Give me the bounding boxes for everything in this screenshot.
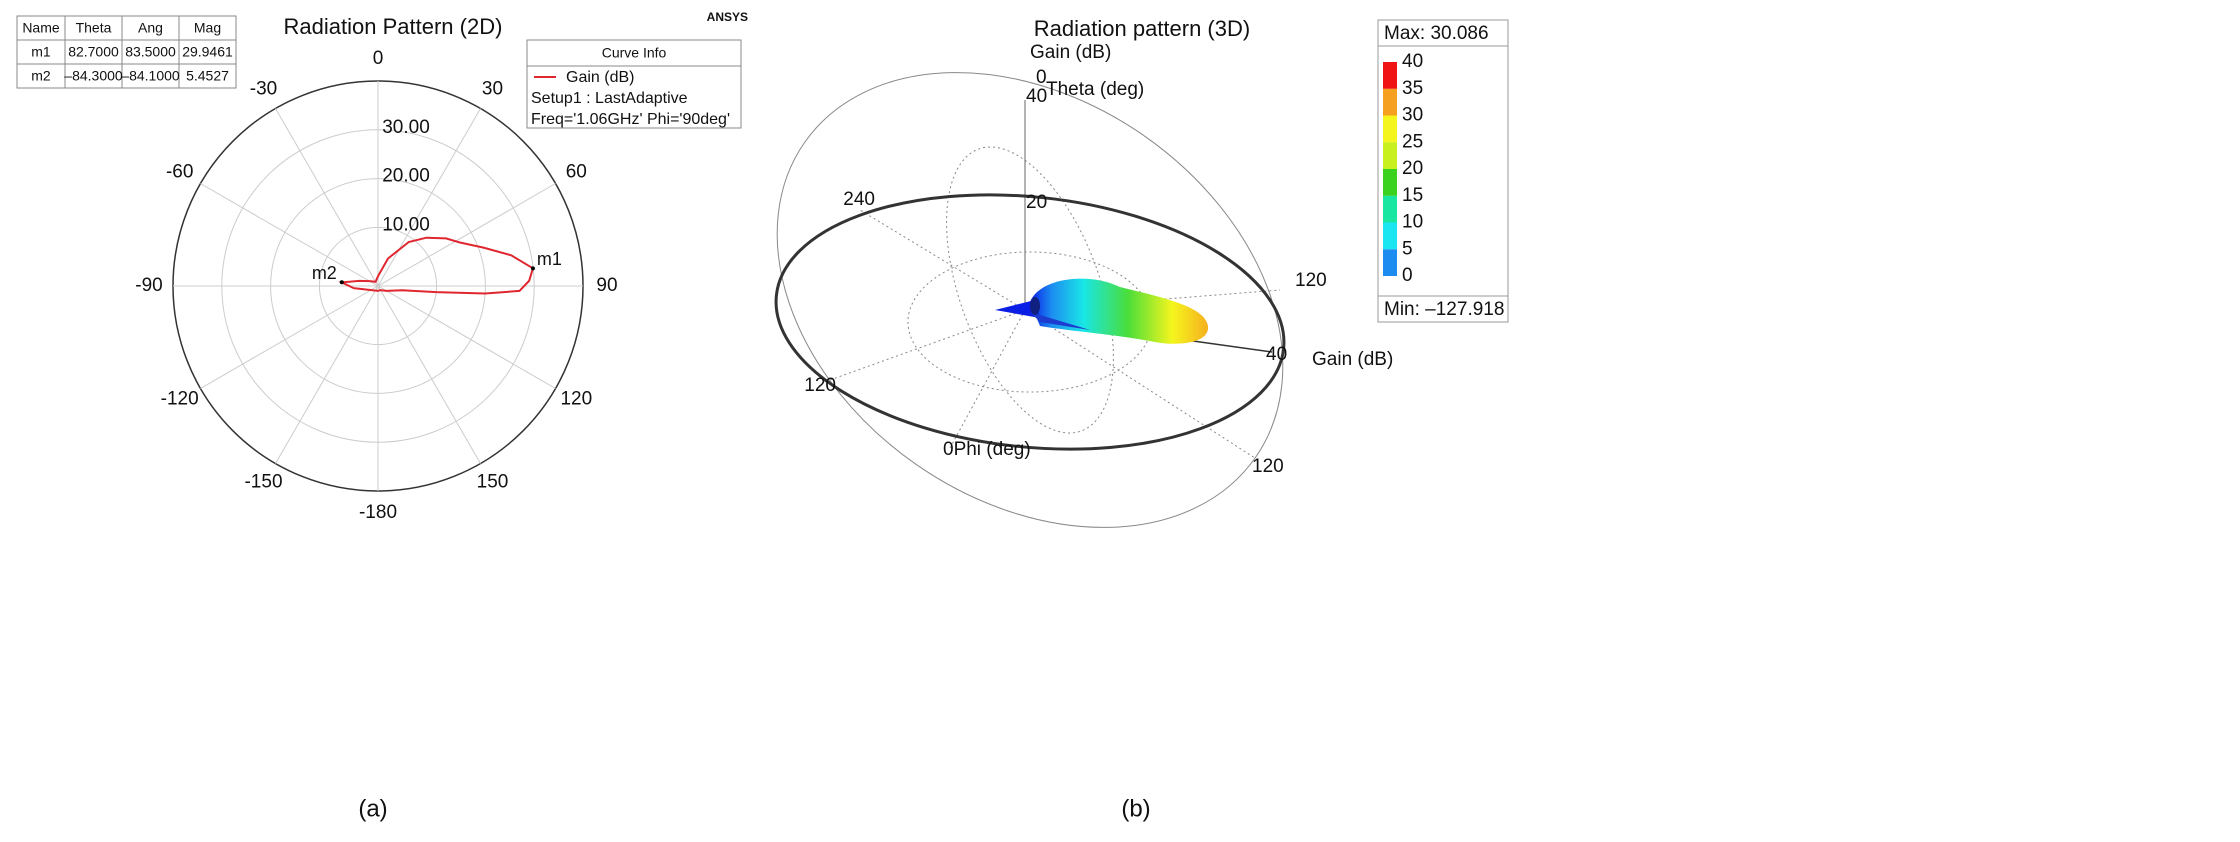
spoke [275, 285, 379, 464]
ring [221, 129, 535, 443]
colorbar-segment [1383, 115, 1397, 143]
colorbar-segment [1383, 62, 1397, 89]
table-cell: m2 [31, 68, 51, 84]
colorbar-segment [1383, 195, 1397, 223]
legend-line: Setup1 : LastAdaptive [531, 90, 688, 107]
table-cell: –84.3000 [64, 68, 123, 84]
axis-label: 40 [1026, 86, 1047, 107]
chart-title: Radiation Pattern (2D) [284, 14, 503, 39]
axis-label: 0Phi (deg) [943, 439, 1031, 460]
colorbar-tick-label: 20 [1402, 158, 1423, 179]
colorbar-tick-label: 0 [1402, 265, 1413, 286]
marker-point [339, 280, 344, 285]
spoke [377, 108, 481, 287]
legend-box [526, 39, 742, 129]
colorbar-segment [1383, 142, 1397, 169]
min-label: Min: –127.918 [1384, 299, 1504, 320]
colorbar-segment [1383, 249, 1397, 276]
r-tick-label: 20.00 [382, 166, 430, 187]
colorbar-segment [1383, 169, 1397, 196]
r-tick-label: 30.00 [382, 117, 430, 138]
theta-tick-label: 30 [482, 78, 503, 99]
ring [318, 226, 438, 346]
table-header: Ang [138, 20, 163, 36]
colorbar-tick-label: 25 [1402, 131, 1423, 152]
axis-label: 120 [804, 375, 836, 396]
colorbar-segment [1383, 222, 1397, 250]
theta-tick-label: -120 [161, 389, 199, 410]
ring [270, 178, 486, 394]
table-header: Theta [76, 20, 112, 36]
colorbar-tick-label: 10 [1402, 212, 1423, 233]
axis-label: 0 [1036, 67, 1047, 88]
marker-label: m2 [312, 263, 337, 283]
legend-line: Freq='1.06GHz' Phi='90deg' [531, 111, 730, 128]
theta-tick-label: 90 [596, 275, 617, 296]
spoke [200, 183, 379, 287]
r-tick-label: 10.00 [382, 214, 430, 235]
theta-tick-label: -150 [244, 472, 282, 493]
theta-tick-label: -90 [135, 275, 162, 296]
axis-label: Theta (deg) [1046, 79, 1144, 100]
theta-tick-label: -30 [250, 78, 277, 99]
spoke [275, 108, 379, 287]
marker-table [16, 15, 237, 89]
table-cell: 83.5000 [125, 44, 176, 60]
gain-curve [338, 236, 535, 295]
caption: (a) [358, 795, 387, 822]
spoke [377, 183, 556, 287]
axis-label: Gain (dB) [1030, 42, 1111, 63]
axis-label: 120 [1295, 270, 1327, 291]
max-label: Max: 30.086 [1384, 23, 1489, 44]
spoke [377, 285, 481, 464]
table-cell: 29.9461 [182, 44, 233, 60]
axis-label: 240 [843, 189, 875, 210]
theta-tick-label: 60 [566, 162, 587, 183]
axis-label: Gain (dB) [1312, 349, 1393, 370]
theta-tick-label: 150 [477, 472, 509, 493]
table-cell: m1 [31, 44, 51, 60]
axis-label: 120 [1252, 456, 1284, 477]
colorbar-tick-label: 40 [1402, 51, 1423, 72]
sphere-frame [774, 72, 1286, 528]
spoke [200, 285, 379, 389]
colorbar-segment [1383, 88, 1397, 116]
table-cell: 82.7000 [68, 44, 119, 60]
table-header: Mag [194, 20, 221, 36]
theta-tick-label: -60 [166, 162, 193, 183]
axis-label: 40 [1266, 344, 1287, 365]
table-cell: –84.1000 [121, 68, 180, 84]
axis-label: 20 [1026, 192, 1047, 213]
caption: (b) [1121, 795, 1150, 822]
colorbar-tick-label: 35 [1402, 78, 1423, 99]
colorbar-tick-label: 30 [1402, 105, 1423, 126]
colorbar-tick-label: 15 [1402, 185, 1423, 206]
table-header: Name [22, 20, 60, 36]
theta-tick-label: -180 [359, 502, 397, 523]
theta-tick-label: 0 [373, 48, 384, 69]
brand: ANSYS [707, 10, 748, 24]
colorbar-tick-label: 5 [1402, 238, 1413, 259]
gain-surface [995, 278, 1209, 344]
spoke [377, 285, 556, 389]
legend-title: Curve Info [602, 45, 667, 61]
marker-label: m1 [537, 249, 562, 269]
chart-title: Radiation pattern (3D) [1034, 16, 1250, 41]
marker-point [530, 266, 535, 271]
table-cell: 5.4527 [186, 68, 229, 84]
legend-entry: Gain (dB) [566, 69, 634, 86]
theta-tick-label: 120 [560, 389, 592, 410]
colorbar-box [1377, 19, 1509, 323]
